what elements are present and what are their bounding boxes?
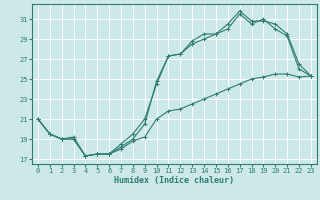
- X-axis label: Humidex (Indice chaleur): Humidex (Indice chaleur): [115, 176, 234, 185]
